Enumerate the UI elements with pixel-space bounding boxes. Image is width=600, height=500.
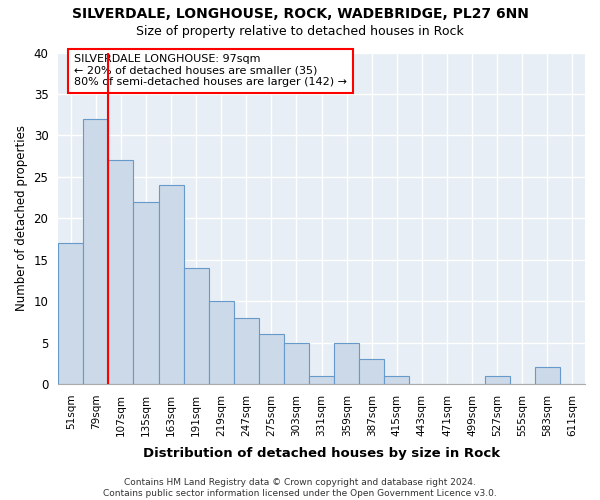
Bar [158, 185, 184, 384]
Bar [485, 376, 510, 384]
Bar [234, 318, 259, 384]
Bar [259, 334, 284, 384]
X-axis label: Distribution of detached houses by size in Rock: Distribution of detached houses by size … [143, 447, 500, 460]
Bar [109, 160, 133, 384]
Bar [209, 301, 234, 384]
Bar [83, 119, 109, 384]
Bar [309, 376, 334, 384]
Text: SILVERDALE LONGHOUSE: 97sqm
← 20% of detached houses are smaller (35)
80% of sem: SILVERDALE LONGHOUSE: 97sqm ← 20% of det… [74, 54, 347, 88]
Bar [58, 243, 83, 384]
Bar [133, 202, 158, 384]
Bar [535, 368, 560, 384]
Bar [284, 342, 309, 384]
Y-axis label: Number of detached properties: Number of detached properties [15, 126, 28, 312]
Bar [334, 342, 359, 384]
Text: Size of property relative to detached houses in Rock: Size of property relative to detached ho… [136, 25, 464, 38]
Bar [384, 376, 409, 384]
Text: SILVERDALE, LONGHOUSE, ROCK, WADEBRIDGE, PL27 6NN: SILVERDALE, LONGHOUSE, ROCK, WADEBRIDGE,… [71, 8, 529, 22]
Bar [359, 359, 384, 384]
Bar [184, 268, 209, 384]
Text: Contains HM Land Registry data © Crown copyright and database right 2024.
Contai: Contains HM Land Registry data © Crown c… [103, 478, 497, 498]
